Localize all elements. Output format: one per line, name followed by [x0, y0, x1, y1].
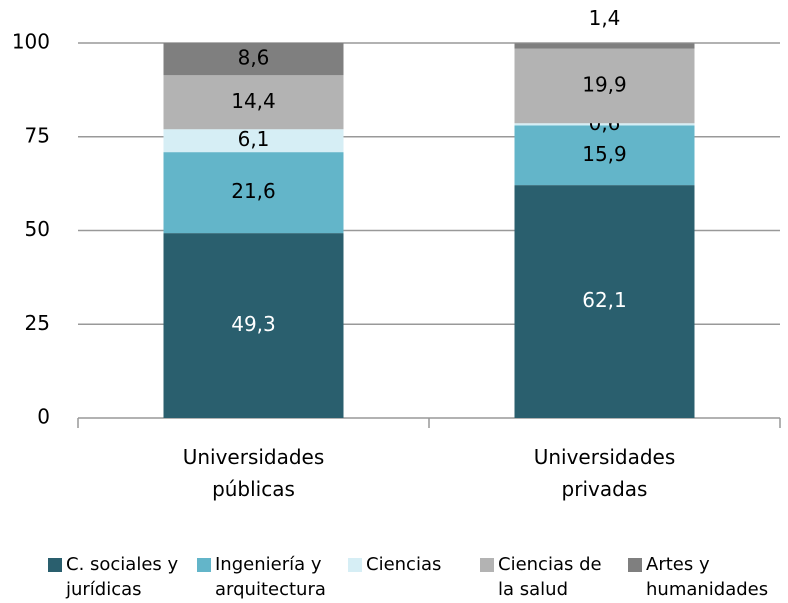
legend-label: C. sociales y jurídicas	[66, 554, 179, 600]
bar-segment	[514, 125, 695, 186]
legend-label: Artes y humanidades	[646, 554, 769, 600]
data-label: 21,6	[231, 179, 276, 203]
x-tick-label-line: públicas	[212, 477, 295, 501]
y-tick-label: 25	[25, 311, 50, 335]
x-tick-label-line: Universidades	[534, 445, 676, 469]
chart: 0 25 50 75 100 Universidades públicas 49,3 21,6 6…	[12, 6, 781, 501]
x-tick-label-line: Universidades	[183, 445, 325, 469]
y-tick-label: 0	[37, 405, 50, 429]
bar-segment	[163, 75, 344, 130]
legend: C. sociales y jurídicas Ingeniería y arqu…	[0, 552, 788, 603]
data-label: 8,6	[238, 46, 270, 70]
data-label: 14,4	[231, 89, 276, 113]
bar-segment	[163, 129, 344, 153]
legend-item: Ciencias de la salud	[480, 552, 620, 602]
x-tick-label: Universidades públicas	[183, 445, 325, 501]
legend-swatch	[48, 558, 62, 572]
legend-label: Ingeniería y arquitectura	[215, 554, 326, 600]
legend-swatch	[348, 558, 362, 572]
y-tick-label: 100	[12, 30, 50, 54]
legend-item: Artes y humanidades	[628, 552, 788, 602]
data-label: 1,4	[589, 6, 621, 30]
legend-swatch	[197, 558, 211, 572]
bar-segment	[514, 185, 695, 418]
bar-segment	[163, 43, 344, 76]
bar-segment	[514, 123, 695, 126]
legend-item: Ingeniería y arquitectura	[197, 552, 355, 602]
data-label: 6,1	[238, 127, 270, 151]
data-label: 15,9	[582, 142, 627, 166]
legend-label: Ciencias	[366, 554, 442, 575]
y-tick-label: 50	[25, 217, 50, 241]
bar-segment	[163, 152, 344, 234]
bar-segment	[514, 48, 695, 124]
x-tick-label-line: privadas	[562, 477, 648, 501]
legend-label: Ciencias de la salud	[498, 554, 602, 600]
legend-swatch	[480, 558, 494, 572]
data-label: 19,9	[582, 72, 627, 96]
legend-item: C. sociales y jurídicas	[48, 552, 184, 602]
y-tick-label: 75	[25, 123, 50, 147]
bar-segment	[163, 233, 344, 418]
legend-item: Ciencias	[348, 552, 466, 577]
data-label: 49,3	[231, 312, 276, 336]
legend-swatch	[628, 558, 642, 572]
x-tick-label: Universidades privadas	[534, 445, 676, 501]
data-label: 62,1	[582, 288, 627, 312]
bar-segment	[514, 43, 695, 49]
